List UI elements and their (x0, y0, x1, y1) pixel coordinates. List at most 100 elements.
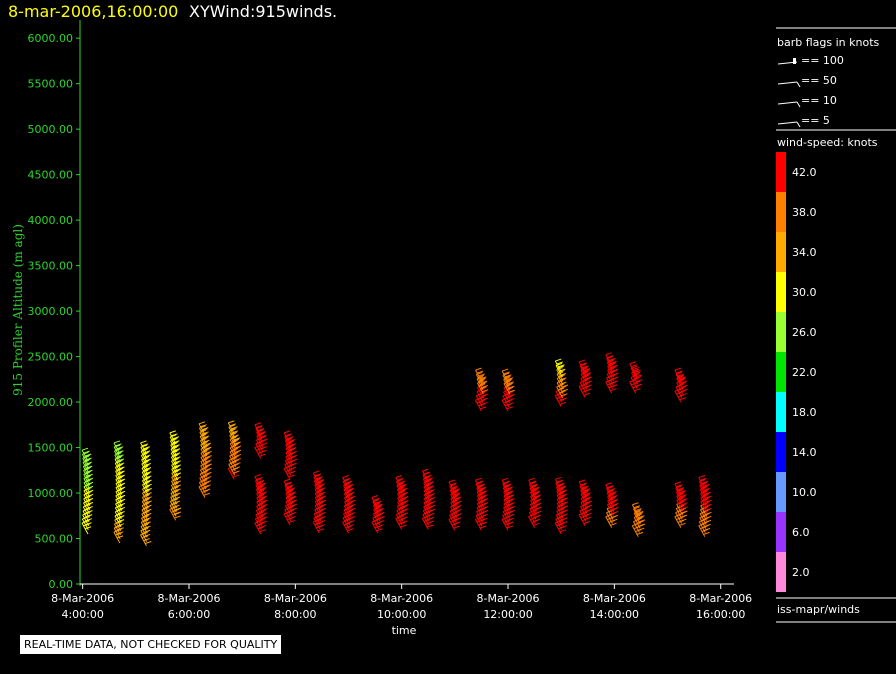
wind-profile-column (254, 474, 268, 535)
wind-barb (450, 504, 462, 519)
y-tick-label: 5500.00 (28, 78, 74, 91)
x-tick-date: 8-Mar-2006 (158, 592, 221, 605)
wind-barb (200, 458, 212, 473)
wind-barb (141, 503, 152, 517)
speed-scale-label: 18.0 (792, 406, 817, 419)
wind-barb (629, 361, 641, 376)
wind-profile-column (283, 430, 297, 480)
speed-color-swatch (776, 272, 786, 312)
wind-barb (114, 509, 125, 524)
wind-barb (578, 359, 591, 374)
wind-barb (227, 420, 238, 435)
wind-profile-column (113, 440, 126, 544)
wind-profile-column (198, 421, 212, 498)
wind-barb (113, 521, 124, 536)
barb-legend: == 100 == 50 == 10 == 5 (777, 54, 844, 128)
wind-barb (556, 380, 568, 394)
wind-profile-column (342, 475, 356, 534)
wind-barb (141, 511, 152, 526)
wind-barb (140, 528, 151, 542)
wind-barb (141, 494, 152, 509)
wind-barb (633, 506, 645, 521)
x-tick-date: 8-Mar-2006 (583, 592, 646, 605)
wind-barb (555, 480, 567, 495)
wind-barb (503, 389, 515, 404)
wind-barb (676, 501, 688, 516)
barb-legend-label: == 10 (801, 94, 837, 107)
wind-barb (254, 474, 266, 488)
wind-barb (169, 434, 180, 449)
data-source-label: iss-mapr/winds (777, 603, 860, 616)
wind-barb (199, 471, 212, 486)
speed-color-swatch (776, 152, 786, 192)
wind-barb (698, 475, 710, 489)
wind-profile-column (448, 479, 462, 531)
wind-barb (254, 422, 266, 436)
x-tick-date: 8-Mar-2006 (370, 592, 433, 605)
wind-barb (256, 490, 268, 505)
wind-barb (448, 479, 460, 494)
x-tick-date: 8-Mar-2006 (477, 592, 540, 605)
wind-barb (114, 517, 125, 532)
wind-barb (115, 493, 126, 507)
wind-barb (344, 499, 356, 514)
quality-disclaimer: REAL-TIME DATA, NOT CHECKED FOR QUALITY (20, 635, 282, 654)
y-tick-label: 0.00 (49, 578, 74, 591)
wind-barb (501, 477, 514, 492)
wind-barb (169, 430, 180, 445)
speed-scale-label: 26.0 (792, 326, 817, 339)
y-tick-label: 1500.00 (28, 442, 74, 455)
wind-barb (556, 375, 569, 390)
wind-barb (199, 467, 212, 482)
wind-profile-column (475, 367, 489, 412)
wind-barb (141, 498, 152, 513)
speed-color-swatch (776, 352, 786, 392)
wind-profile-column (501, 368, 515, 412)
wind-barb (142, 486, 152, 501)
barb-legend-item: == 100 (777, 54, 844, 67)
wind-profile-column (140, 440, 152, 547)
wind-barb (314, 503, 326, 517)
wind-barb (254, 520, 266, 535)
wind-barb (556, 384, 568, 399)
x-axis-ticks: 8-Mar-2006 4:00:00 8-Mar-2006 6:00:00 8-Mar-… (51, 584, 752, 621)
wind-barb (171, 474, 181, 489)
wind-barb (115, 497, 126, 511)
wind-barb (475, 367, 487, 382)
wind-barb (141, 507, 152, 521)
speed-color-swatch (776, 512, 786, 552)
wind-profile-column (674, 481, 688, 528)
wind-barb (115, 501, 125, 515)
wind-barb (699, 487, 712, 501)
speed-scale-label: 14.0 (792, 446, 817, 459)
wind-barb (631, 502, 644, 517)
wind-barb (228, 457, 241, 472)
wind-barb (141, 490, 152, 505)
speed-color-scale: 42.0 38.0 34.0 30.0 26.0 22.0 18.0 14.0 10.0 6.0 2… (776, 152, 817, 592)
wind-barb (82, 504, 93, 519)
barb-legend-item: == 10 (777, 94, 837, 108)
barb-legend-item: == 5 (777, 114, 830, 128)
x-tick-time: 16:00:00 (696, 608, 745, 621)
wind-barb (475, 477, 487, 492)
wind-barb (141, 515, 151, 530)
y-tick-label: 5000.00 (28, 123, 74, 136)
chart-product-name: XYWind:915winds. (189, 2, 337, 21)
wind-barb (314, 499, 327, 513)
wind-barb (140, 532, 152, 547)
speed-scale-label: 34.0 (792, 246, 817, 259)
x-tick-date: 8-Mar-2006 (264, 592, 327, 605)
x-tick-time: 12:00:00 (483, 608, 532, 621)
wind-barb (199, 425, 209, 440)
wind-barb (605, 352, 617, 366)
wind-barb (140, 444, 151, 459)
speed-scale-label: 30.0 (792, 286, 817, 299)
wind-barb (170, 482, 181, 497)
wind-profile-column (674, 367, 688, 403)
wind-barb (397, 491, 409, 506)
wind-barb (140, 519, 151, 534)
wind-profile-column (283, 478, 297, 526)
wind-barb (171, 470, 182, 485)
wind-barb (113, 444, 124, 459)
